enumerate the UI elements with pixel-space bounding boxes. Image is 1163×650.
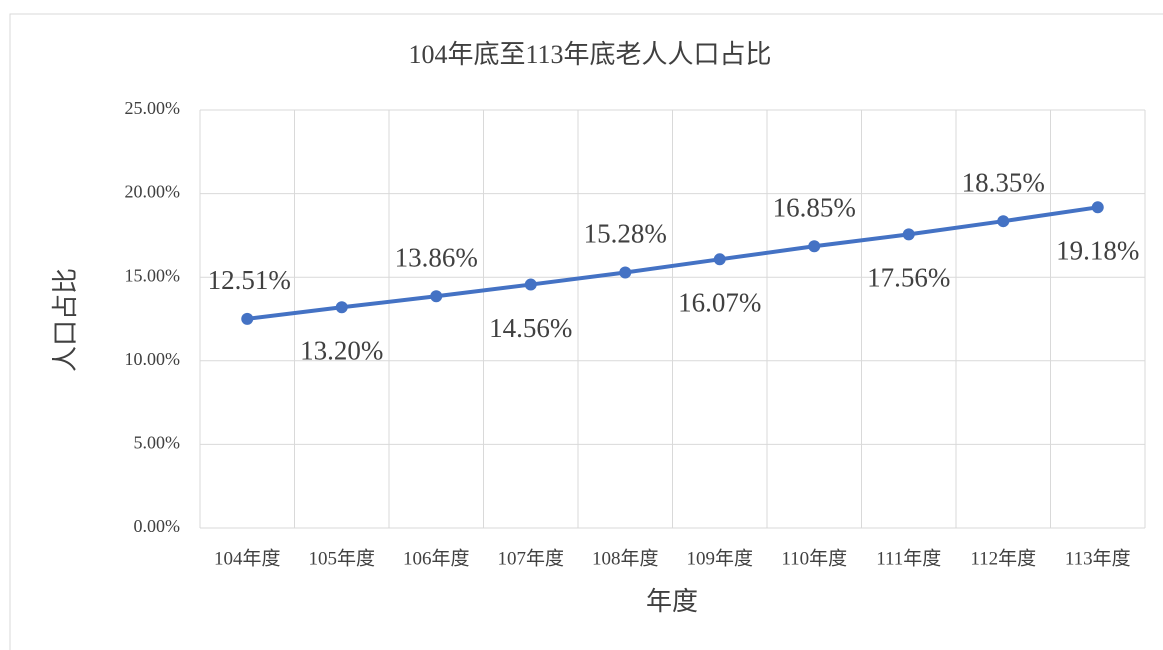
data-label: 16.07% [678,288,761,318]
y-tick-label: 5.00% [134,433,181,453]
y-tick-label: 20.00% [125,182,181,202]
data-label: 17.56% [867,263,950,293]
marker [619,266,632,279]
data-label: 14.56% [489,313,572,343]
data-label: 19.18% [1056,236,1139,266]
data-label: 13.20% [300,335,383,365]
data-label: 18.35% [962,167,1045,197]
data-label: 12.51% [208,265,291,295]
x-tick-label: 104年度 [214,547,281,569]
marker [902,228,915,241]
chart-title: 104年底至113年底老人人口占比 [408,40,771,69]
y-tick-label: 0.00% [134,516,181,536]
chart-frame [9,13,1163,650]
y-tick-label: 15.00% [125,265,181,285]
x-tick-label: 107年度 [497,547,564,569]
marker [713,253,726,266]
data-label: 16.85% [773,192,856,222]
x-tick-label: 109年度 [686,547,753,569]
x-tick-label: 106年度 [403,547,470,569]
x-tick-label: 108年度 [592,547,659,569]
marker [241,312,254,325]
x-tick-label: 105年度 [308,547,375,569]
line [245,205,1100,321]
marker [997,215,1010,228]
x-tick-label: 110年度 [781,547,847,569]
data-label: 13.86% [395,242,478,272]
x-tick-label: 113年度 [1065,547,1131,569]
marker [335,301,348,314]
x-tick-label: 112年度 [970,547,1036,569]
marker [524,278,537,291]
marker [808,240,821,253]
y-tick-label: 25.00% [125,98,181,118]
data-label: 15.28% [584,219,667,249]
y-axis-title: 人口占比 [51,268,80,372]
marker [430,290,443,303]
x-axis-title: 年度 [646,587,698,616]
x-tick-label: 111年度 [876,547,941,569]
marker [1091,201,1104,214]
y-tick-label: 10.00% [125,349,181,369]
